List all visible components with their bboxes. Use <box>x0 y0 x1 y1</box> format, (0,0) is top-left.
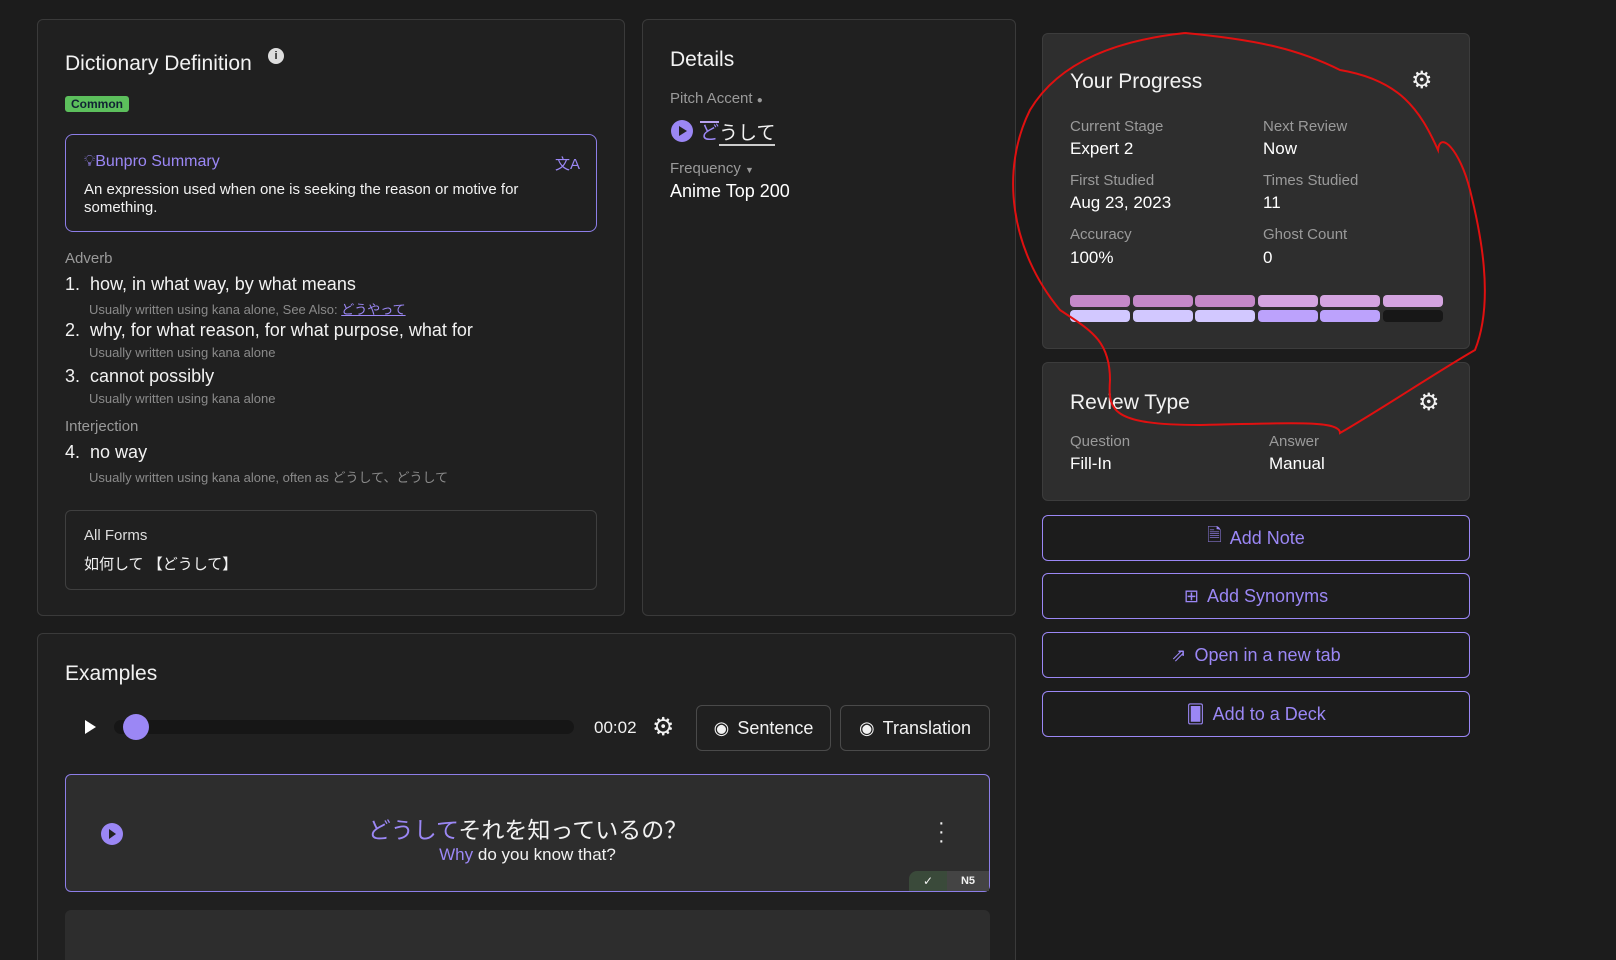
seek-handle[interactable] <box>123 714 150 740</box>
play-icon[interactable] <box>85 720 96 734</box>
details-card: Details Pitch Accent ● どうして Frequency ▼ … <box>642 19 1016 616</box>
add-to-deck-button[interactable]: 🂠 Add to a Deck <box>1042 691 1470 737</box>
progress-title: Your Progress <box>1070 70 1203 93</box>
audio-settings-gear-icon[interactable]: ⚙ <box>652 713 675 741</box>
toggle-sentence-button[interactable]: ◉ Sentence <box>696 705 831 751</box>
info-icon[interactable]: i <box>268 48 284 64</box>
stat-value: Expert 2 <box>1070 139 1134 158</box>
more-options-icon[interactable]: · · · <box>938 812 945 852</box>
progress-card: Your Progress ⚙ Current Stage Expert 2 N… <box>1042 33 1470 349</box>
review-settings-gear-icon[interactable]: ⚙ <box>1418 389 1440 416</box>
stage-segment <box>1132 310 1193 322</box>
next-example <box>65 910 990 960</box>
note-plus-icon: 🗎 <box>1207 525 1222 545</box>
examples-card: Examples 00:02 ⚙ ◉ Sentence ◉ Translation … <box>37 633 1016 960</box>
open-new-tab-button[interactable]: ⇗ Open in a new tab <box>1042 632 1470 678</box>
pos-interjection: Interjection <box>65 418 139 435</box>
definition-card: Dictionary Definition i Common 💡︎Bunpro … <box>37 19 625 616</box>
all-forms: All Forms 如何して 【どうして】 <box>65 510 597 590</box>
pitch-accent-label: Pitch Accent ● <box>670 90 763 107</box>
bunpro-summary: 💡︎Bunpro Summary 文A An expression used w… <box>65 134 597 232</box>
pos-adverb: Adverb <box>65 250 113 267</box>
stat-label: Next Review <box>1263 118 1348 135</box>
stat-label: Ghost Count <box>1263 226 1348 243</box>
sense-3: 3. cannot possibly <box>65 366 215 386</box>
answer-label: Answer <box>1269 433 1320 450</box>
eye-icon: ◉ <box>858 717 875 738</box>
pitch-word: どうして <box>700 121 776 146</box>
see-also-link[interactable]: どうやって <box>341 302 406 317</box>
review-type-card: Review Type ⚙ Question Fill-In Answer Ma… <box>1042 362 1470 501</box>
cards-plus-icon: 🂠 <box>1186 703 1205 724</box>
stage-segment <box>1257 310 1318 322</box>
question-label: Question <box>1070 433 1131 450</box>
stage-segment <box>1195 310 1256 322</box>
stage-segment <box>1070 310 1130 322</box>
stat-value: 0 <box>1263 248 1273 267</box>
summary-text: An expression used when one is seeking t… <box>84 181 519 216</box>
all-forms-label: All Forms <box>84 527 148 544</box>
add-synonyms-button[interactable]: ⊞ Add Synonyms <box>1042 573 1470 619</box>
add-note-button[interactable]: 🗎 Add Note <box>1042 515 1470 561</box>
summary-title: Bunpro Summary <box>95 153 220 170</box>
stage-segment <box>1132 295 1193 307</box>
common-badge: Common <box>65 96 129 112</box>
stat-label: First Studied <box>1070 172 1155 189</box>
sense-2: 2. why, for what reason, for what purpos… <box>65 320 473 340</box>
sentence-english: Why do you know that? <box>439 845 616 864</box>
review-type-title: Review Type <box>1070 391 1190 414</box>
info-icon: ● <box>756 95 763 106</box>
stage-segment <box>1320 310 1381 322</box>
pitch-play-button[interactable] <box>671 120 693 142</box>
frequency-value: Anime Top 200 <box>670 181 790 201</box>
lightbulb-icon: 💡︎ <box>84 153 96 170</box>
sense-1: 1. how, in what way, by what means <box>65 274 356 294</box>
progress-settings-gear-icon[interactable]: ⚙ <box>1411 67 1433 94</box>
add-box-icon: ⊞ <box>1183 585 1200 606</box>
stat-label: Times Studied <box>1263 172 1359 189</box>
sense-4-note: Usually written using kana alone, often … <box>89 470 449 485</box>
stage-segment <box>1320 295 1381 307</box>
stage-segment <box>1070 295 1130 307</box>
audio-time: 00:02 <box>594 718 637 737</box>
toggle-translation-button[interactable]: ◉ Translation <box>840 705 990 751</box>
stage-segment <box>1257 295 1318 307</box>
question-value: Fill-In <box>1070 454 1112 473</box>
stat-value: Now <box>1263 139 1298 158</box>
external-link-icon: ⇗ <box>1171 644 1187 665</box>
translate-icon[interactable]: 文A <box>554 156 580 173</box>
stat-label: Current Stage <box>1070 118 1164 135</box>
sense-3-note: Usually written using kana alone <box>89 391 276 406</box>
eye-icon: ◉ <box>713 717 730 738</box>
frequency-dropdown[interactable]: Frequency ▼ <box>670 160 754 177</box>
stage-segment <box>1195 295 1256 307</box>
stage-segment <box>1383 295 1443 307</box>
examples-title: Examples <box>65 662 158 685</box>
stat-value: 100% <box>1070 248 1114 267</box>
stage-segment <box>1383 310 1443 322</box>
sentence-japanese: どうしてそれを知っているの？ <box>367 817 688 843</box>
audio-seek-slider[interactable] <box>114 720 574 734</box>
sense-2-note: Usually written using kana alone <box>89 345 276 360</box>
definition-title: Dictionary Definition <box>65 52 252 75</box>
learned-check-icon: ✓ <box>909 871 947 891</box>
stat-value: 11 <box>1263 193 1281 212</box>
sentence-play-button[interactable] <box>101 823 123 845</box>
jlpt-level-badge: N5 <box>947 871 989 891</box>
sense-4: 4. no way <box>65 442 148 462</box>
details-title: Details <box>670 48 735 71</box>
all-forms-value: 如何して 【どうして】 <box>84 556 238 573</box>
stat-label: Accuracy <box>1070 226 1132 243</box>
answer-value: Manual <box>1269 454 1325 473</box>
stat-value: Aug 23, 2023 <box>1070 193 1172 212</box>
sense-1-note: Usually written using kana alone, See Al… <box>89 302 406 317</box>
example-sentence: どうしてそれを知っているの？ Why do you know that? · · ·… <box>65 774 990 892</box>
